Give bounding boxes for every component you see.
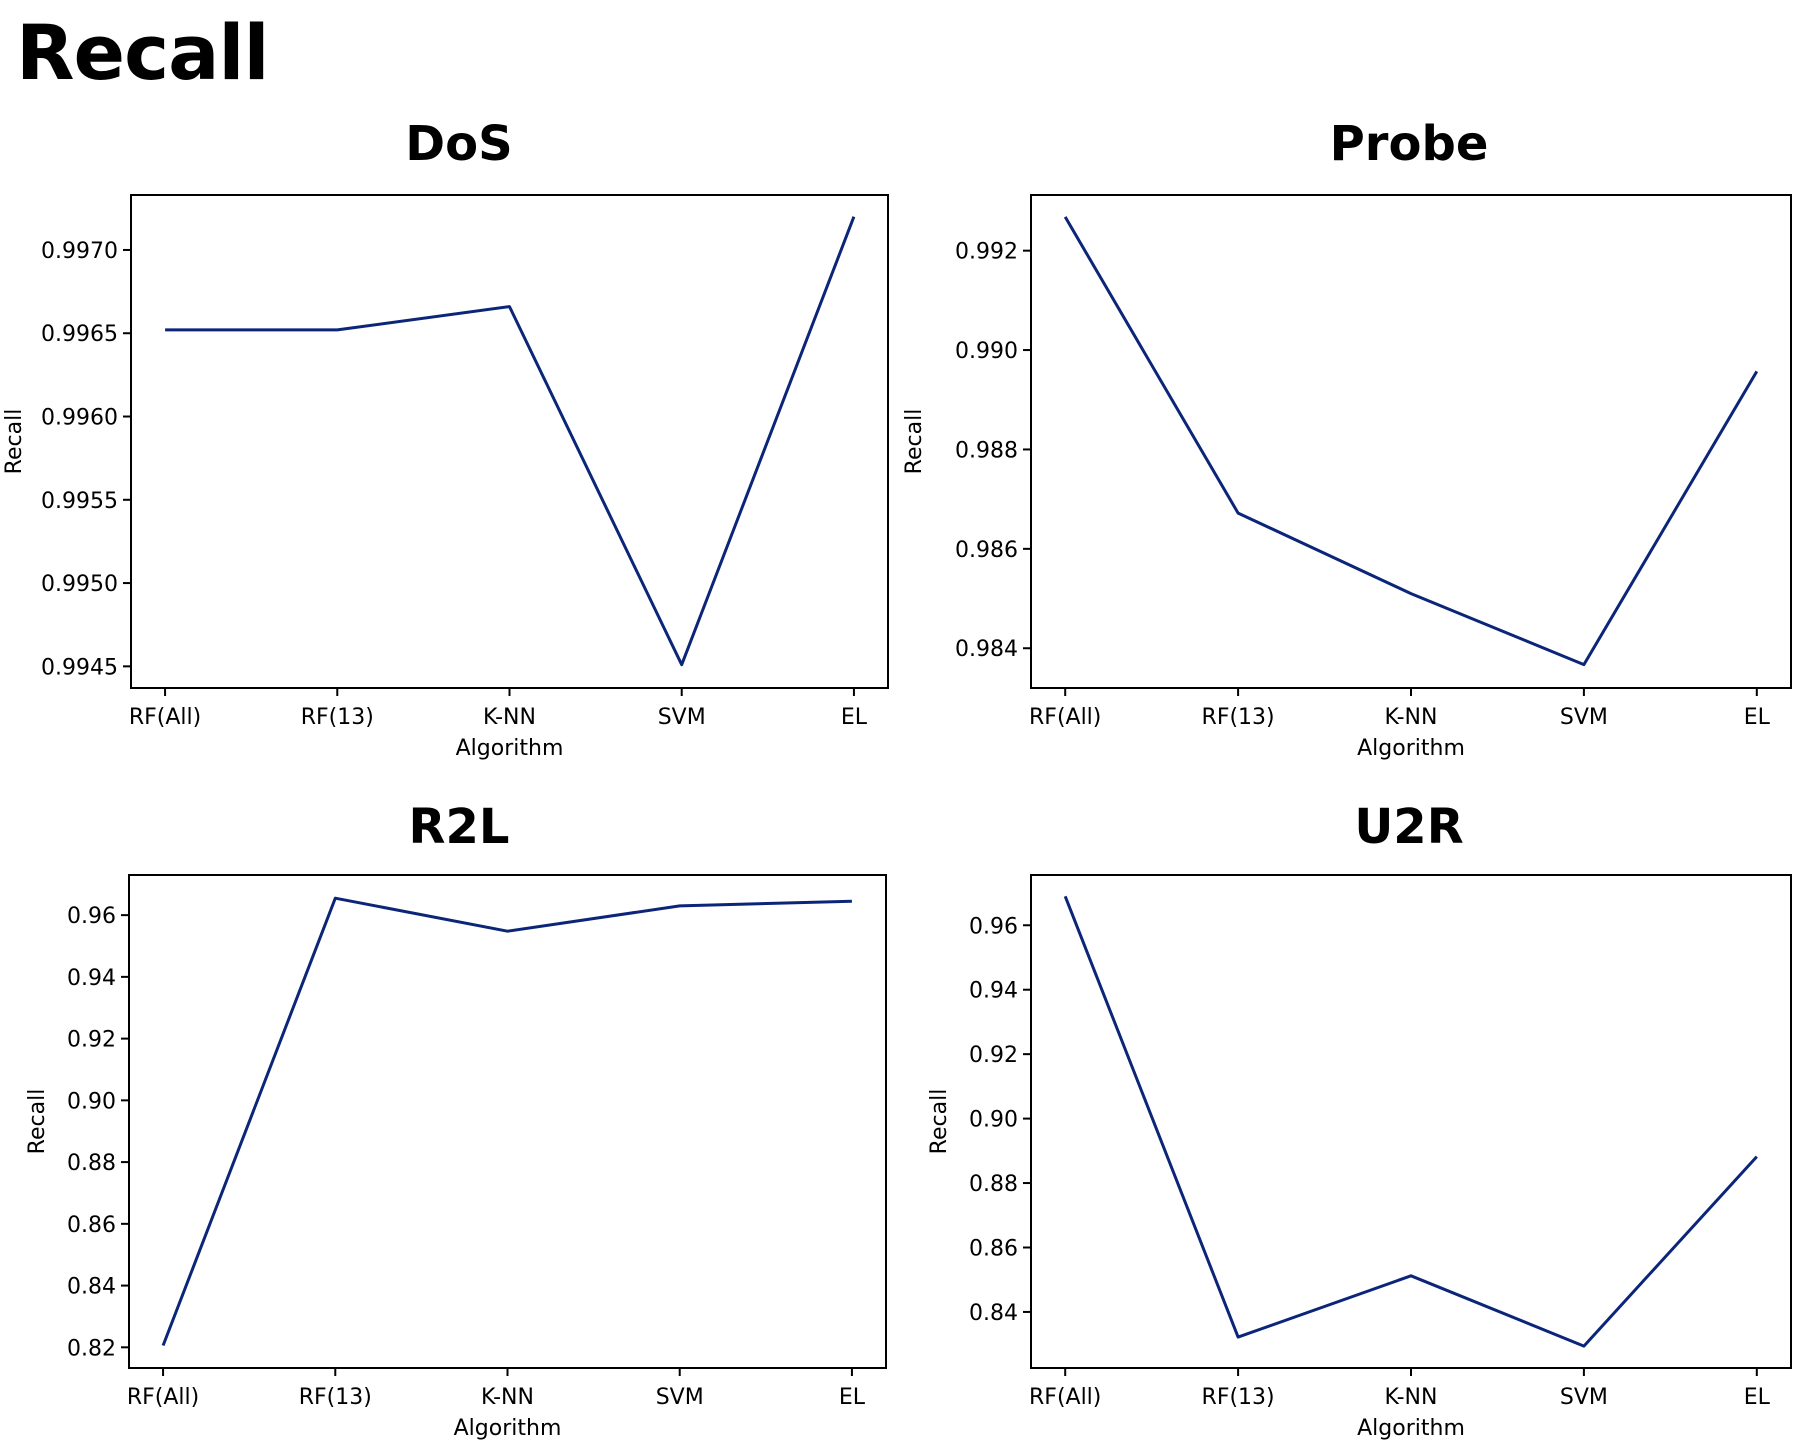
series-line — [1063, 895, 1758, 1348]
plot-frame — [128, 874, 887, 1369]
chart-panel-dos: DoS 0.9945 0.9950 0.9955 0.9960 0.9965 0.9970 R… — [2, 116, 889, 761]
x-tick-label: SVM — [658, 705, 706, 730]
y-tick-label: 0.9945 — [41, 655, 118, 680]
series-line — [1063, 216, 1759, 667]
y-tick-label: 0.92 — [969, 1043, 1018, 1068]
y-tick-label: 0.82 — [67, 1336, 116, 1361]
x-tick-label: EL — [1744, 1385, 1771, 1410]
x-axis-label: Algorithm — [1357, 736, 1465, 761]
y-axis-label: Recall — [902, 409, 927, 475]
x-tick-label: EL — [1744, 705, 1771, 730]
y-tick-label: 0.9965 — [41, 322, 118, 347]
y-tick-label: 0.984 — [955, 637, 1018, 662]
x-tick-label: K-NN — [1385, 705, 1438, 730]
series-line — [161, 896, 852, 1347]
series-line — [165, 216, 856, 667]
y-axis-label: Recall — [927, 1089, 952, 1155]
y-tick-label: 0.84 — [67, 1275, 116, 1300]
x-tick-label: RF(All) — [127, 1385, 199, 1410]
panel-title: Probe — [1330, 116, 1489, 172]
x-tick-label: EL — [839, 1385, 866, 1410]
x-tick-label: RF(All) — [129, 705, 201, 730]
panel-title: U2R — [1354, 799, 1463, 855]
figure-title: Recall — [16, 8, 270, 97]
y-tick-label: 0.96 — [969, 914, 1018, 939]
x-tick-label: SVM — [656, 1385, 704, 1410]
y-tick-label: 0.992 — [955, 240, 1018, 265]
plot-frame — [130, 194, 889, 689]
y-tick-label: 0.990 — [955, 339, 1018, 364]
y-tick-label: 0.92 — [67, 1028, 116, 1053]
x-tick-label: SVM — [1560, 1385, 1608, 1410]
y-tick-label: 0.9955 — [41, 489, 118, 514]
chart-panel-probe: Probe 0.984 0.986 0.988 0.990 0.992 RF(All) RF(… — [902, 116, 1792, 761]
x-tick-label: RF(13) — [1202, 1385, 1275, 1410]
x-tick-label: SVM — [1560, 705, 1608, 730]
plot-frame — [1030, 194, 1792, 689]
x-tick-label: RF(All) — [1029, 705, 1101, 730]
x-tick-label: K-NN — [481, 1385, 534, 1410]
x-tick-label: RF(13) — [301, 705, 374, 730]
x-axis-label: Algorithm — [454, 1416, 562, 1440]
y-tick-label: 0.86 — [969, 1236, 1018, 1261]
x-tick-label: K-NN — [1385, 1385, 1438, 1410]
y-tick-label: 0.9970 — [41, 239, 118, 264]
x-axis-label: Algorithm — [456, 736, 564, 761]
x-tick-label: RF(13) — [1202, 705, 1275, 730]
x-tick-label: RF(All) — [1029, 1385, 1101, 1410]
y-tick-label: 0.9950 — [41, 572, 118, 597]
y-tick-label: 0.94 — [969, 979, 1018, 1004]
y-tick-label: 0.90 — [67, 1089, 116, 1114]
y-tick-label: 0.94 — [67, 966, 116, 991]
y-tick-label: 0.90 — [969, 1108, 1018, 1133]
y-axis-label: Recall — [2, 409, 27, 475]
y-tick-label: 0.96 — [67, 904, 116, 929]
x-tick-label: EL — [841, 705, 868, 730]
plot-frame — [1030, 874, 1792, 1369]
chart-panel-r2l: R2L 0.82 0.84 0.86 0.88 0.90 0.92 0.94 0.96 RF(Al… — [25, 799, 887, 1440]
y-tick-label: 0.9960 — [41, 406, 118, 431]
y-tick-label: 0.986 — [955, 538, 1018, 563]
y-axis-label: Recall — [25, 1089, 50, 1155]
x-tick-label: K-NN — [483, 705, 536, 730]
y-tick-label: 0.88 — [67, 1151, 116, 1176]
panel-title: R2L — [409, 799, 510, 855]
x-axis-label: Algorithm — [1357, 1416, 1465, 1440]
chart-panel-u2r: U2R 0.84 0.86 0.88 0.90 0.92 0.94 0.96 RF(All) RF… — [927, 799, 1792, 1440]
y-tick-label: 0.988 — [955, 438, 1018, 463]
panel-title: DoS — [405, 116, 512, 172]
y-tick-label: 0.88 — [969, 1172, 1018, 1197]
y-tick-label: 0.84 — [969, 1301, 1018, 1326]
x-tick-label: RF(13) — [299, 1385, 372, 1410]
y-tick-label: 0.86 — [67, 1213, 116, 1238]
